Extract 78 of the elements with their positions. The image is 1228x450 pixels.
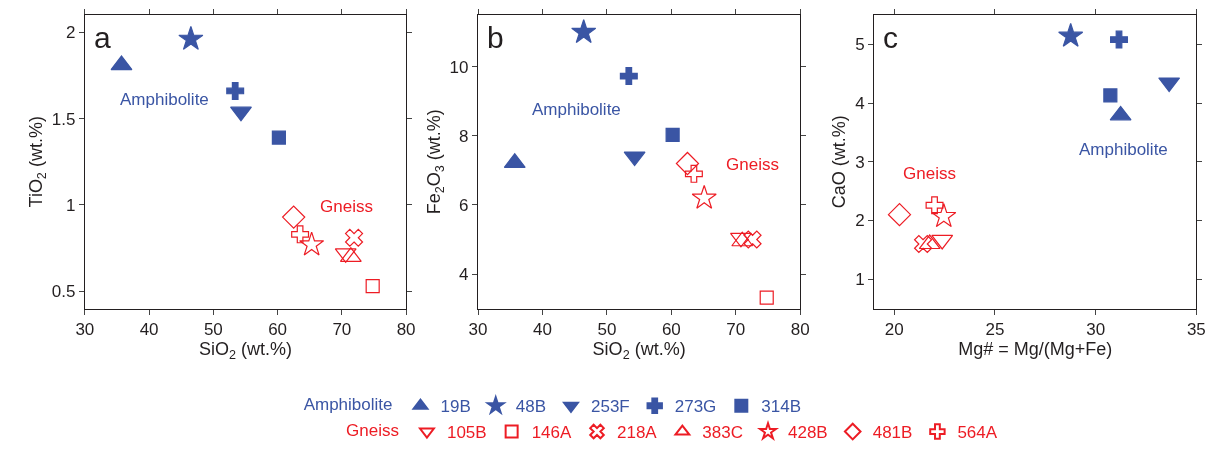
legend-label: 105B [446,423,487,443]
point [887,202,912,227]
x-tick-label: 50 [203,320,223,340]
legend-label: 273G [674,397,717,417]
y-tick-label: 10 [449,57,469,77]
point [931,203,957,228]
x-tick-label: 80 [396,320,416,340]
annotation: Gneiss [320,197,373,216]
point [913,234,933,254]
y-tick-label: 1 [855,270,865,290]
x-tick-label: 40 [533,320,552,340]
x-axis-title: SiO$_{2}$ (wt.%) [198,339,292,362]
x-tick-label: 35 [1186,320,1206,340]
y-tick-label: 6 [459,195,469,215]
x-tick-label: 30 [1086,320,1106,340]
y-tick-label: 5 [855,35,865,55]
legend-label: 481B [872,423,913,443]
point [759,290,774,305]
point [684,164,703,183]
point [271,130,286,145]
x-axis-title: SiO$_{2}$ (wt.%) [592,339,686,362]
y-tick-label: 3 [855,152,865,172]
annotation: c [883,21,898,54]
legend-label: 146A [531,423,573,443]
x-axis-title: Mg# = Mg/(Mg+Fe) [958,339,1113,360]
point [675,151,700,176]
y-tick-label: 1.5 [51,109,76,129]
legend-label: 564A [957,423,998,443]
annotation: a [94,21,111,54]
y-tick-label: 2 [65,23,76,43]
point [282,205,306,229]
x-tick-label: 25 [985,320,1005,340]
point [291,225,310,244]
annotation: Amphibolite [532,100,621,119]
y-tick-label: 2 [855,211,865,231]
point [743,230,762,249]
legend-label: 48B [515,397,546,417]
legend-label: 19B [440,397,471,417]
point [691,184,717,209]
y-tick-label: 4 [459,265,469,285]
x-tick-label: 60 [268,320,288,340]
x-tick-label: 40 [139,320,159,340]
point [365,279,380,294]
legend-label: 314B [761,397,802,417]
y-tick-label: 4 [855,93,865,113]
legend-label: 383C [702,423,744,443]
annotation: Amphibolite [1079,140,1168,159]
y-tick-label: 8 [459,126,469,146]
legend-label: 253F [590,397,630,417]
text: Gneiss [346,421,399,441]
text: Amphibolite [303,395,393,415]
x-tick-label: 20 [884,320,904,340]
point [665,127,680,142]
legend-label: 218A [617,423,658,443]
x-tick-label: 30 [75,320,95,340]
point [1103,88,1118,103]
annotation: Gneiss [903,164,956,183]
point [178,25,204,50]
x-tick-label: 70 [332,320,352,340]
x-tick-label: 60 [661,320,681,340]
y-tick-label: 0.5 [51,282,76,302]
x-tick-label: 50 [597,320,617,340]
point [344,228,364,247]
y-axis-title: CaO (wt.%) [829,115,850,209]
y-tick-label: 1 [65,195,76,215]
annotation: Gneiss [726,155,779,174]
point [1058,22,1084,47]
legend-label: 428B [788,423,828,443]
point [299,231,325,256]
point [226,81,245,100]
annotation: b [487,21,504,54]
x-tick-label: 80 [790,320,810,340]
annotation: Amphibolite [120,90,209,109]
point [619,67,638,86]
x-tick-label: 30 [468,320,488,340]
point [1110,30,1129,49]
x-tick-label: 70 [726,320,746,340]
point [571,19,597,43]
